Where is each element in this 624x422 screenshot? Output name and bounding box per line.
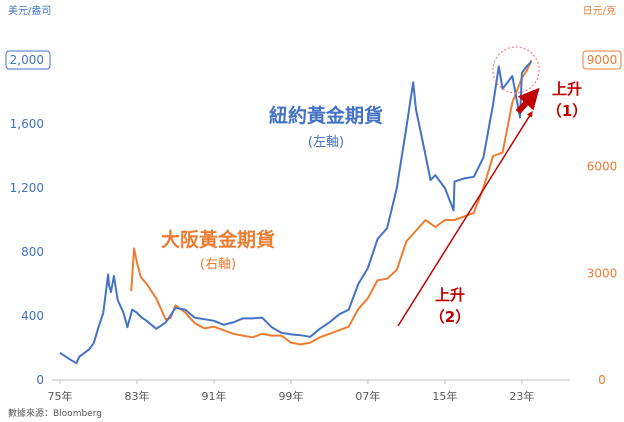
series-sub-ny: (左軸)	[308, 135, 344, 150]
right-tick-label: 0	[598, 373, 606, 387]
left-tick-highlight-box	[5, 50, 51, 70]
left-axis-ticks: 0 400 800 1,200 1,600 2,000	[5, 50, 51, 387]
annotation-rise-2-line2: （2）	[430, 308, 470, 326]
recent-high-highlight	[492, 46, 540, 94]
series-label-osaka: 大阪黃金期貨	[161, 228, 275, 251]
x-axis-ticks: 75年 83年 91年 99年 07年 15年 23年	[48, 380, 534, 403]
right-axis-unit: 日元/克	[583, 5, 616, 17]
annotation-rise-2-line1: 上升	[435, 286, 465, 304]
left-tick-label: 400	[21, 309, 44, 323]
x-tick-label: 23年	[509, 389, 534, 403]
x-tick-label: 99年	[278, 389, 303, 403]
left-tick-label: 0	[36, 373, 44, 387]
series-sub-osaka: (右軸)	[200, 257, 236, 272]
right-tick-label: 9000	[587, 53, 618, 67]
right-tick-label: 6000	[587, 160, 618, 174]
trend-arrow-2	[397, 110, 533, 327]
right-axis-ticks: 0 3000 6000 9000	[582, 50, 622, 387]
left-tick-label: 800	[21, 245, 44, 259]
left-tick-label: 1,600	[10, 117, 44, 131]
x-tick-label: 07年	[355, 389, 380, 403]
series-line-osaka-gold	[130, 59, 533, 346]
trend-arrow-1	[515, 87, 540, 114]
annotation-rise-1-line2: （1）	[547, 102, 587, 120]
right-tick-highlight-box	[582, 50, 622, 70]
left-tick-label: 1,200	[10, 181, 44, 195]
x-tick-label: 91年	[201, 389, 226, 403]
left-axis-unit: 美元/盎司	[8, 4, 51, 17]
series-line-ny-gold	[59, 60, 533, 365]
x-tick-label: 15年	[432, 389, 457, 403]
x-tick-label: 83年	[124, 389, 149, 403]
annotation-rise-1-line1: 上升	[552, 80, 582, 98]
data-source: 數據來源：Bloomberg	[8, 407, 102, 419]
series-label-ny: 紐約黃金期貨	[269, 104, 383, 127]
right-tick-label: 3000	[587, 266, 618, 280]
x-tick-label: 75年	[48, 389, 73, 403]
left-tick-label: 2,000	[10, 53, 44, 67]
